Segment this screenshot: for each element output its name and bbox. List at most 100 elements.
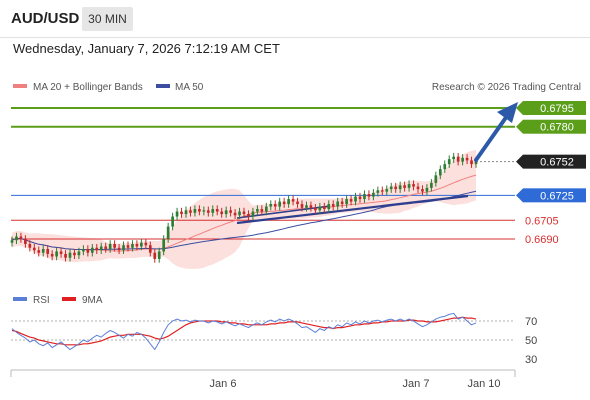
current-price-pointer: [516, 154, 523, 169]
level-label-0.6705: 0.6705: [525, 215, 559, 227]
chart-header: AUD/USD 30 MIN: [0, 0, 590, 37]
candle-body: [108, 243, 112, 249]
main-legend: MA 20 + Bollinger Bands MA 50 Research ©…: [13, 82, 581, 93]
forecast-arrow: [474, 102, 518, 162]
current-price-label: 0.6752: [540, 157, 574, 169]
candle-body: [336, 201, 340, 207]
candle-body: [465, 157, 469, 161]
candle-body: [184, 210, 188, 215]
candle-body: [305, 205, 308, 208]
candle-body: [309, 205, 313, 208]
rsi-line: [11, 312, 477, 351]
level-pointer-0.6780: [516, 119, 523, 134]
candle-body: [354, 196, 357, 202]
timeframe-button[interactable]: 30 MIN: [82, 7, 133, 31]
candle-body: [144, 242, 148, 246]
candle-body: [206, 210, 210, 213]
candle-body: [166, 226, 170, 239]
candle-body: [251, 211, 255, 217]
candle-body: [300, 204, 304, 208]
candle-body: [273, 204, 277, 207]
candle-body: [407, 184, 411, 188]
candle-body: [340, 201, 344, 205]
candle-body: [296, 201, 299, 205]
candle-body: [10, 240, 14, 243]
candle-body: [416, 186, 420, 190]
rsi-tick-30: 30: [525, 354, 537, 366]
candle-body: [162, 239, 166, 252]
candle-body: [189, 210, 192, 213]
candle-body: [438, 169, 442, 176]
candle-body: [148, 245, 152, 253]
candle-body: [55, 251, 58, 257]
level-pointer-0.6725: [516, 188, 523, 203]
candle-body: [291, 199, 295, 202]
candle-body: [32, 247, 36, 251]
current-price-tag: [523, 154, 586, 169]
candle-body: [238, 211, 241, 216]
forecast-arrow-shaft: [474, 114, 509, 162]
candle-body: [64, 253, 67, 258]
candle-body: [50, 253, 54, 257]
credit-label: Research © 2026 Trading Central: [432, 82, 581, 93]
level-label-0.6725: 0.6725: [540, 190, 574, 202]
candle-body: [68, 252, 72, 258]
rsi-panel: 70 50 30: [11, 312, 537, 366]
candle-body: [380, 190, 384, 192]
candle-body: [394, 186, 398, 190]
candle-body: [46, 248, 50, 254]
candle-body: [434, 175, 438, 183]
candlesticks: [10, 152, 478, 263]
ma20-legend-label: MA 20 + Bollinger Bands: [33, 82, 143, 93]
level-pointer-0.6795: [516, 101, 523, 115]
candle-body: [421, 189, 424, 192]
ma9-legend-swatch: [62, 297, 76, 301]
rsi-legend-label: RSI: [33, 295, 50, 306]
candle-body: [367, 194, 371, 197]
candle-body: [447, 159, 451, 165]
level-tag-0.6725: [523, 188, 586, 203]
candle-body: [474, 161, 478, 165]
candle-body: [131, 243, 134, 248]
candle-body: [175, 211, 179, 217]
candle-body: [282, 201, 286, 205]
rsi-ma9-line: [11, 316, 477, 346]
candle-body: [180, 211, 183, 215]
candle-body: [113, 243, 116, 248]
candle-body: [345, 199, 348, 205]
candle-body: [157, 251, 161, 259]
candle-body: [314, 207, 317, 211]
candle-body: [363, 194, 366, 200]
level-label-0.6780: 0.6780: [540, 122, 574, 134]
candle-body: [19, 236, 23, 239]
candle-body: [349, 199, 353, 202]
candle-body: [358, 196, 362, 200]
x-tick-label-1: Jan 7: [403, 378, 430, 390]
candle-body: [443, 164, 447, 170]
candle-body: [322, 206, 326, 210]
candle-body: [99, 246, 103, 251]
candle-body: [389, 186, 393, 190]
candle-body: [242, 211, 246, 215]
support-trendline: [236, 194, 469, 225]
candle-body: [73, 252, 76, 256]
header-divider: [0, 37, 590, 38]
ma20-legend-swatch: [13, 84, 27, 88]
price-levels: 0.6795 0.6780 0.6752 0.6725 0.6705 0.6690: [11, 101, 586, 246]
ma50-legend-swatch: [156, 84, 170, 88]
candle-body: [59, 251, 63, 254]
x-axis: Jan 6 Jan 7 Jan 10: [10, 369, 516, 390]
x-tick-label-2: Jan 10: [467, 378, 500, 390]
candle-body: [470, 160, 473, 165]
candle-body: [86, 248, 90, 253]
candle-body: [403, 185, 406, 188]
candle-body: [82, 248, 85, 252]
rsi-legend: RSI 9MA: [13, 295, 103, 306]
candle-body: [278, 201, 282, 207]
candle-body: [260, 209, 264, 212]
candle-body: [264, 206, 268, 212]
candle-body: [425, 187, 429, 192]
candle-body: [90, 247, 94, 253]
candle-body: [456, 156, 460, 162]
candle-body: [385, 189, 389, 192]
